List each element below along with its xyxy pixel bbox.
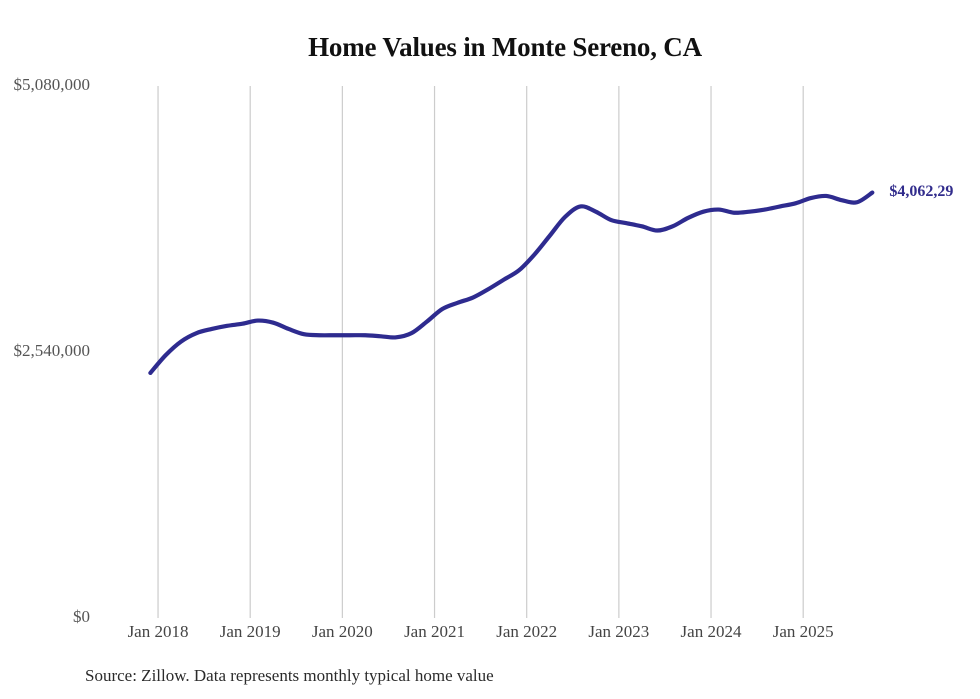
series-line-typical-home-value [148, 190, 875, 376]
x-axis-tick-2025: Jan 2025 [772, 622, 834, 641]
x-axis-tick-2023: Jan 2023 [588, 622, 650, 641]
x-axis-tick-2018: Jan 2018 [127, 622, 189, 641]
chart-title: Home Values in Monte Sereno, CA [308, 32, 702, 62]
series-end-value-label: $4,062,29 [889, 182, 954, 200]
y-axis-tick-1: $2,540,000 [13, 341, 91, 360]
y-axis-tick-0: $0 [73, 607, 90, 626]
y-axis-tick-2: $5,080,000 [13, 75, 91, 94]
x-axis-tick-2020: Jan 2020 [311, 622, 373, 641]
x-axis-tick-2021: Jan 2021 [404, 622, 465, 641]
x-axis-tick-2022: Jan 2022 [496, 622, 558, 641]
gridlines-group [157, 86, 804, 618]
x-axis-tick-2024: Jan 2024 [680, 622, 742, 641]
source-note: Source: Zillow. Data represents monthly … [85, 666, 494, 685]
x-axis-tick-2019: Jan 2019 [219, 622, 281, 641]
